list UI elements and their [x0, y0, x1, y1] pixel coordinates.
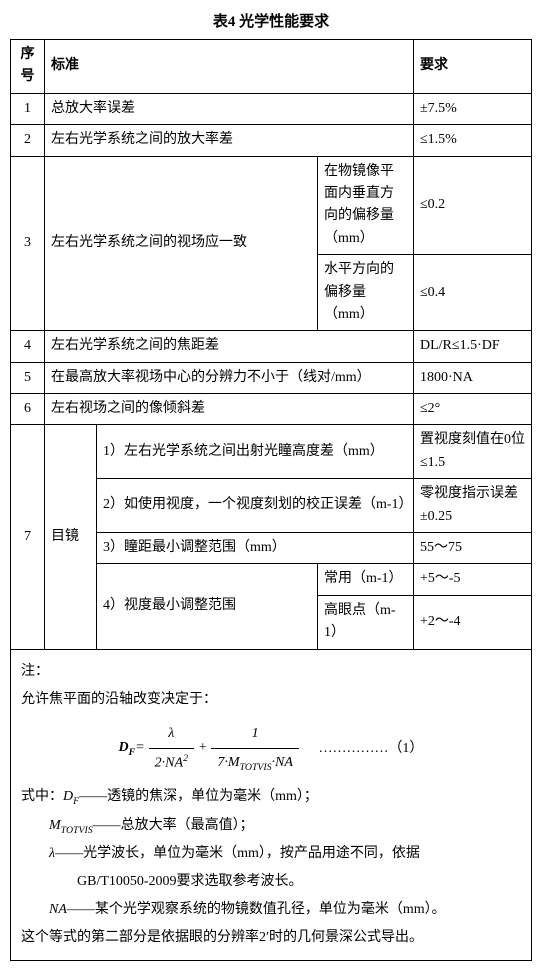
- header-std: 标准: [45, 40, 414, 94]
- cell-std: 左右光学系统之间的放大率差: [45, 125, 414, 156]
- notes-def-cont: GB/T10050-2009要求选取参考波长。: [77, 868, 521, 896]
- notes-line: 式中：DF——透镜的焦深，单位为毫米（mm）；: [21, 783, 521, 811]
- cell-std: 总放大率误差: [45, 93, 414, 124]
- table-row: 2 左右光学系统之间的放大率差 ≤1.5%: [11, 125, 532, 156]
- cell-std-b: 水平方向的偏移量（mm）: [317, 255, 413, 331]
- cell-sub: 高眼点（m-1）: [317, 595, 413, 649]
- table-header-row: 序号 标准 要求: [11, 40, 532, 94]
- table-row: 7 目镜 1）左右光学系统之间出射光瞳高度差（mm） 置视度刻值在0位≤1.5: [11, 425, 532, 479]
- cell-sub: 常用（m-1）: [317, 564, 413, 595]
- cell-seq: 7: [11, 425, 45, 649]
- cell-group: 目镜: [45, 425, 97, 649]
- notes-def: MTOTVIS——总放大率（最高值）；: [49, 812, 521, 840]
- notes-block: 注： 允许焦平面的沿轴改变决定于： DF = λ 2·NA2 + 1 7·MTO…: [10, 650, 532, 961]
- cell-seq: 1: [11, 93, 45, 124]
- cell-std-a: 左右光学系统之间的视场应一致: [45, 156, 318, 331]
- cell-item: 2）如使用视度，一个视度刻划的校正误差（m-1）: [97, 479, 414, 533]
- cell-std-b: 在物镜像平面内垂直方向的偏移量（mm）: [317, 156, 413, 255]
- cell-seq: 3: [11, 156, 45, 331]
- notes-line: 这个等式的第二部分是依据眼的分辨率2′时的几何景深公式导出。: [21, 924, 521, 952]
- header-seq: 序号: [11, 40, 45, 94]
- cell-req: +5～-5: [414, 564, 532, 595]
- cell-seq: 2: [11, 125, 45, 156]
- header-req: 要求: [414, 40, 532, 94]
- cell-std: 在最高放大率视场中心的分辨力不小于（线对/mm）: [45, 362, 414, 393]
- cell-seq: 5: [11, 362, 45, 393]
- cell-item: 1）左右光学系统之间出射光瞳高度差（mm）: [97, 425, 414, 479]
- cell-req: 1800·NA: [414, 362, 532, 393]
- cell-req: ±7.5%: [414, 93, 532, 124]
- cell-seq: 6: [11, 394, 45, 425]
- cell-req: 55～75: [414, 533, 532, 564]
- cell-req: 置视度刻值在0位≤1.5: [414, 425, 532, 479]
- table-row: 5 在最高放大率视场中心的分辨力不小于（线对/mm） 1800·NA: [11, 362, 532, 393]
- notes-def: NA——某个光学观察系统的物镜数值孔径，单位为毫米（mm）。: [49, 896, 521, 924]
- table-row: 4 左右光学系统之间的焦距差 DL/R≤1.5·DF: [11, 331, 532, 362]
- table-row: 1 总放大率误差 ±7.5%: [11, 93, 532, 124]
- cell-seq: 4: [11, 331, 45, 362]
- cell-req: ≤1.5%: [414, 125, 532, 156]
- notes-def: λ——光学波长，单位为毫米（mm），按产品用途不同，依据: [49, 840, 521, 868]
- cell-item: 3）瞳距最小调整范围（mm）: [97, 533, 414, 564]
- cell-std: 左右光学系统之间的焦距差: [45, 331, 414, 362]
- cell-req: DL/R≤1.5·DF: [414, 331, 532, 362]
- cell-req: ≤0.4: [414, 255, 532, 331]
- cell-item: 4）视度最小调整范围: [97, 564, 318, 649]
- optical-spec-table: 序号 标准 要求 1 总放大率误差 ±7.5% 2 左右光学系统之间的放大率差 …: [10, 39, 532, 650]
- cell-req: ≤0.2: [414, 156, 532, 255]
- formula: DF = λ 2·NA2 + 1 7·MTOTVIS·NA ……………（1）: [21, 720, 521, 778]
- table-row: 3 左右光学系统之间的视场应一致 在物镜像平面内垂直方向的偏移量（mm） ≤0.…: [11, 156, 532, 255]
- table-title: 表4 光学性能要求: [10, 10, 532, 31]
- cell-req: +2～-4: [414, 595, 532, 649]
- cell-req: ≤2°: [414, 394, 532, 425]
- notes-heading: 注：: [21, 658, 521, 686]
- notes-line: 允许焦平面的沿轴改变决定于：: [21, 686, 521, 714]
- cell-req: 零视度指示误差±0.25: [414, 479, 532, 533]
- cell-std: 左右视场之间的像倾斜差: [45, 394, 414, 425]
- table-row: 6 左右视场之间的像倾斜差 ≤2°: [11, 394, 532, 425]
